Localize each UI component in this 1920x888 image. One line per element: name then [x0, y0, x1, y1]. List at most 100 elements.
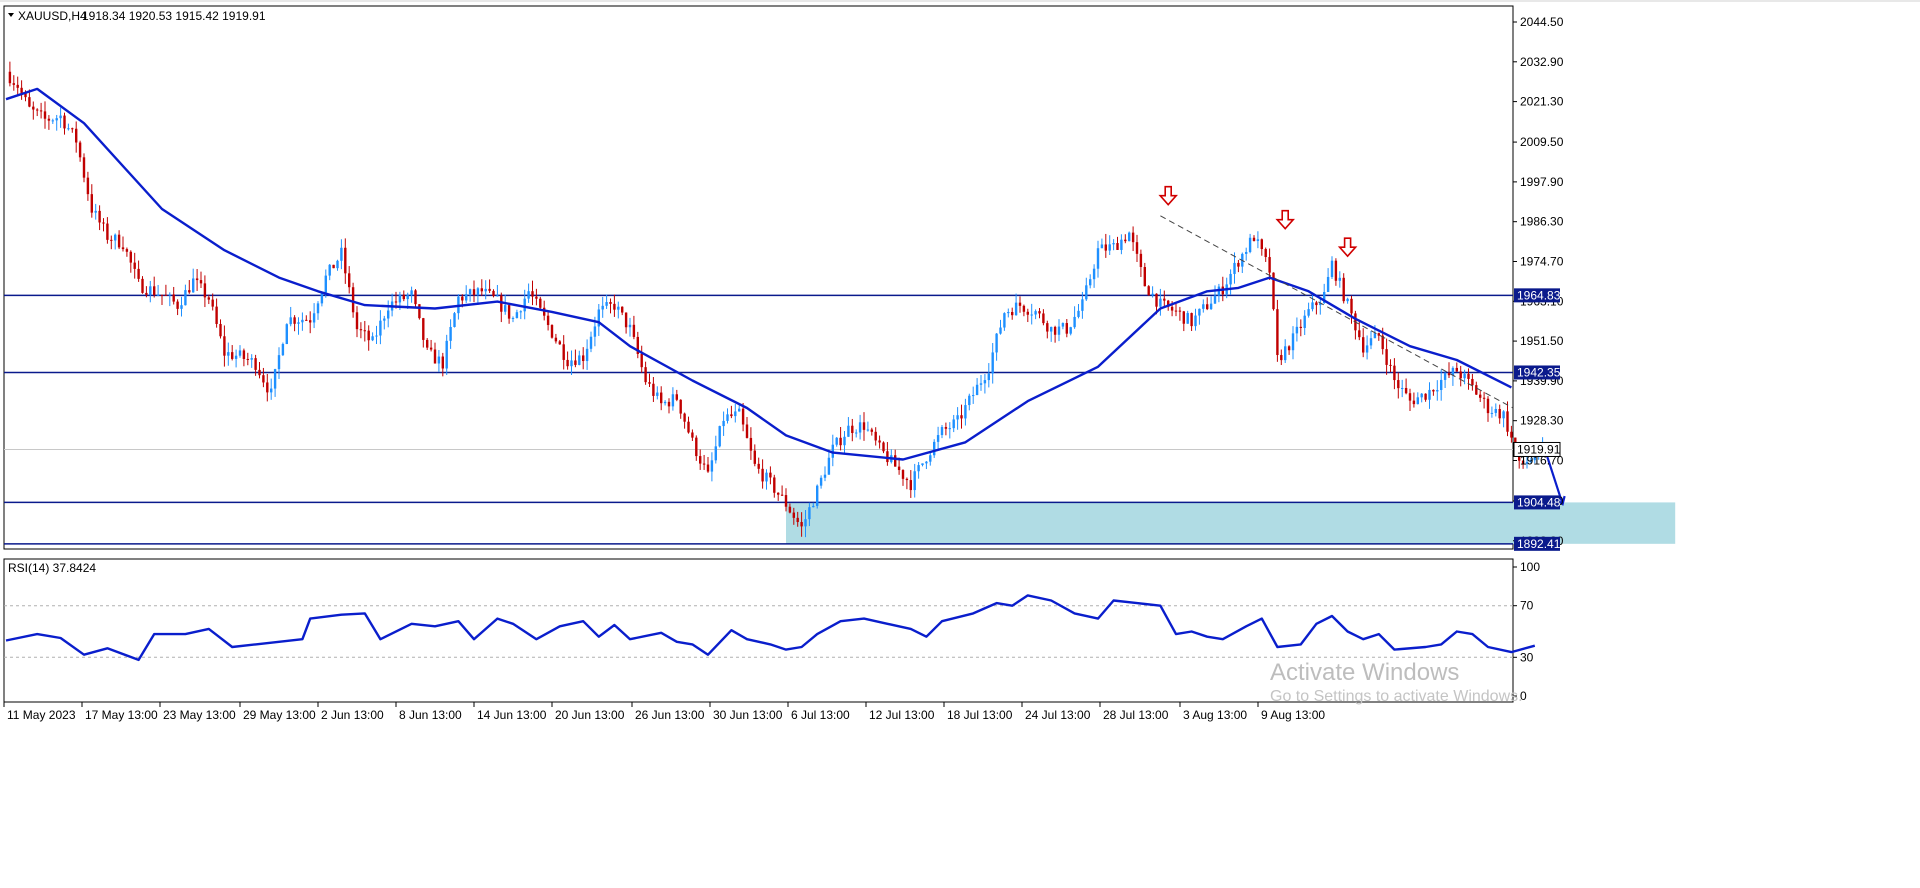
candle-body	[355, 312, 359, 330]
candle-body	[562, 344, 565, 360]
candle-body	[543, 307, 546, 316]
candle-body	[484, 288, 487, 292]
activation-watermark-title: Activate Windows	[1270, 659, 1459, 686]
candle-body	[207, 297, 210, 300]
candle-body	[691, 432, 694, 438]
time-tick-label: 11 May 2023	[7, 708, 76, 722]
candle-body	[1350, 298, 1353, 314]
moving-average	[5, 87, 1512, 461]
candle-body	[660, 392, 663, 404]
candle-body	[106, 223, 109, 240]
candle-body	[293, 317, 296, 324]
candle-body	[1420, 393, 1423, 398]
candle-body	[761, 468, 764, 482]
rsi-plot-area[interactable]	[3, 558, 1514, 703]
candle-body	[1506, 411, 1509, 432]
candle-body	[348, 273, 351, 288]
candle-body	[1490, 412, 1494, 414]
candle-body	[574, 360, 577, 365]
candle-body	[94, 210, 97, 213]
candle-body	[936, 435, 940, 442]
candle-body	[1486, 398, 1490, 414]
candle-body	[67, 128, 70, 130]
candle-body	[605, 302, 608, 306]
candle-body	[254, 358, 257, 370]
candle-body	[1061, 323, 1065, 327]
candle-body	[800, 522, 803, 527]
candle-body	[266, 382, 269, 393]
candle-body	[765, 472, 768, 482]
candle-body	[1128, 232, 1131, 242]
candle-body	[1404, 387, 1408, 394]
candle-body	[1046, 323, 1049, 332]
candle-body	[1358, 330, 1361, 338]
candle-body	[882, 442, 885, 452]
candle-body	[1436, 390, 1439, 392]
candle-body	[78, 142, 82, 158]
candle-body	[714, 446, 717, 461]
candle-body	[858, 422, 862, 433]
candle-body	[246, 358, 249, 360]
candle-body	[1151, 293, 1154, 296]
candle-body	[39, 110, 43, 112]
dropdown-triangle-icon[interactable]	[8, 13, 14, 17]
candle-body	[546, 315, 550, 326]
candle-body	[1011, 311, 1014, 316]
candle-body	[925, 461, 928, 464]
candle-body	[1198, 308, 1201, 316]
candle-body	[1092, 268, 1096, 280]
top-arrows	[1158, 185, 1358, 258]
candle-body	[86, 177, 90, 195]
candle-body	[449, 326, 452, 341]
candle-body	[367, 330, 370, 341]
candle-body	[129, 251, 132, 263]
candle-body	[1272, 272, 1275, 310]
candle-body	[757, 463, 760, 469]
candle-body	[1401, 387, 1404, 389]
candle-body	[706, 464, 710, 472]
candle-body	[1521, 460, 1525, 464]
candle-body	[488, 288, 491, 291]
candle-body	[1096, 248, 1100, 269]
candle-body	[1190, 313, 1193, 327]
candle-body	[566, 359, 569, 367]
time-tick-label: 2 Jun 13:00	[321, 708, 384, 722]
candle-body	[847, 425, 850, 437]
candle-body	[1459, 371, 1462, 379]
candle-body	[601, 305, 604, 310]
candle-body	[745, 424, 749, 438]
candle-body	[827, 457, 831, 475]
rsi-axis: 100 70 30 0	[1513, 560, 1540, 703]
candle-body	[796, 517, 799, 523]
candle-body	[773, 477, 776, 493]
candle-body	[1287, 346, 1291, 351]
candle-body	[47, 118, 51, 121]
candle-body	[1373, 333, 1377, 339]
candle-body	[671, 394, 675, 407]
candle-body	[585, 348, 589, 362]
candle-body	[445, 340, 448, 369]
candle-body	[956, 415, 959, 420]
candle-body	[394, 301, 398, 303]
candle-body	[1178, 310, 1182, 312]
candle-body	[1416, 397, 1419, 405]
candle-body	[663, 401, 667, 404]
price-plot-area[interactable]	[3, 5, 1514, 550]
time-axis: 11 May 2023 17 May 13:00 23 May 13:00 29 Ma…	[3, 702, 1325, 722]
price-tick-label: 2009.50	[1520, 135, 1564, 149]
candle-body	[1389, 364, 1392, 366]
candle-body	[1385, 349, 1388, 365]
time-tick-label: 28 Jul 13:00	[1103, 708, 1169, 722]
candle-body	[1233, 262, 1236, 274]
candle-body	[839, 437, 842, 446]
candle-body	[1053, 326, 1057, 335]
rsi-tick-label: 70	[1520, 599, 1534, 613]
candle-body	[1014, 302, 1018, 316]
candle-body	[944, 427, 948, 429]
candle-body	[59, 115, 62, 119]
candle-body	[726, 414, 729, 421]
candle-body	[82, 157, 86, 178]
level-badge-bg	[1514, 536, 1560, 551]
rsi-polyline	[5, 594, 1536, 662]
